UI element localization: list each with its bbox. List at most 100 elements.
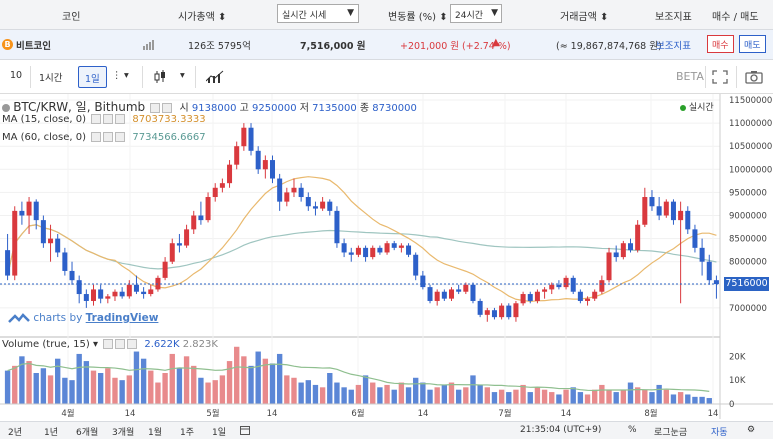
coin-name[interactable]: 비트코인	[16, 41, 51, 52]
volume-bar[interactable]	[327, 373, 333, 404]
candle-style-icon[interactable]	[142, 66, 171, 88]
candle[interactable]	[706, 254, 712, 285]
volume-bar[interactable]	[699, 396, 705, 404]
indicators-icon[interactable]	[195, 66, 228, 88]
candle[interactable]	[227, 160, 233, 188]
candle[interactable]	[98, 284, 104, 304]
volume-bar[interactable]	[47, 375, 54, 404]
volume-bar[interactable]	[534, 387, 541, 404]
candle[interactable]	[678, 201, 684, 304]
candle[interactable]	[341, 238, 347, 258]
volume-bar[interactable]	[455, 389, 462, 404]
volume-bar[interactable]	[606, 389, 612, 404]
candle[interactable]	[620, 240, 626, 260]
tradingview-watermark[interactable]: charts by TradingView	[8, 312, 158, 324]
volume-bar[interactable]	[634, 387, 641, 404]
candle[interactable]	[370, 245, 376, 260]
candle[interactable]	[298, 183, 304, 202]
candle[interactable]	[642, 187, 648, 228]
candle[interactable]	[398, 243, 404, 253]
volume-bar[interactable]	[191, 365, 197, 404]
candle[interactable]	[219, 178, 225, 193]
volume-bar[interactable]	[76, 353, 82, 404]
volume-bar[interactable]	[112, 377, 118, 404]
volume-eye-icon[interactable]	[103, 339, 114, 349]
volume-bar[interactable]	[212, 380, 218, 404]
candle[interactable]	[148, 284, 154, 297]
candle[interactable]	[599, 275, 605, 295]
candle[interactable]	[305, 192, 311, 211]
candle[interactable]	[520, 291, 526, 306]
style-dropdown-icon[interactable]: ▾	[180, 70, 185, 81]
volume-bar[interactable]	[55, 358, 61, 404]
volume-bar[interactable]	[477, 384, 483, 404]
candle[interactable]	[248, 123, 254, 156]
coin-column-header[interactable]: 코인	[62, 12, 81, 23]
volume-bar[interactable]	[298, 382, 304, 404]
candle[interactable]	[19, 201, 25, 225]
fullscreen-icon[interactable]	[705, 66, 732, 88]
candle[interactable]	[291, 178, 297, 198]
volume-close-icon[interactable]	[127, 339, 138, 349]
legend-settings-icon-2[interactable]	[162, 103, 173, 113]
volume-bar[interactable]	[391, 389, 397, 404]
volume-bar[interactable]	[506, 392, 512, 404]
candle[interactable]	[105, 294, 111, 304]
candle[interactable]	[470, 282, 476, 304]
candle[interactable]	[284, 187, 290, 207]
candle[interactable]	[627, 238, 634, 253]
candle[interactable]	[613, 245, 619, 262]
candle[interactable]	[255, 146, 261, 174]
candle[interactable]	[191, 210, 197, 234]
range-6m-button[interactable]: 6개월	[76, 428, 99, 438]
candle[interactable]	[33, 199, 39, 230]
volume-bar[interactable]	[234, 346, 240, 404]
candle[interactable]	[491, 307, 497, 320]
candle[interactable]	[48, 224, 54, 262]
range-1y-button[interactable]: 1년	[44, 428, 59, 438]
candle[interactable]	[499, 303, 505, 320]
volume-legend[interactable]: Volume (true, 15) ▾ 2.622K 2.823K	[2, 339, 218, 350]
volume-bar[interactable]	[126, 375, 132, 404]
candle[interactable]	[363, 245, 369, 262]
volume-bar[interactable]	[656, 384, 662, 404]
volume-bar[interactable]	[12, 365, 18, 404]
volume-bar[interactable]	[470, 375, 476, 404]
volume-bar[interactable]	[97, 373, 104, 404]
candle[interactable]	[441, 289, 447, 301]
candle[interactable]	[355, 245, 361, 258]
candle[interactable]	[334, 206, 340, 248]
period-select[interactable]: 24시간 ▼	[450, 4, 502, 23]
volume-bar[interactable]	[649, 392, 655, 404]
volume-bar[interactable]	[341, 387, 347, 404]
volume-bar[interactable]	[577, 392, 584, 404]
volume-bar[interactable]	[4, 370, 11, 404]
volume-bar[interactable]	[527, 392, 533, 404]
candle[interactable]	[262, 155, 268, 179]
candle[interactable]	[649, 190, 655, 211]
candle[interactable]	[513, 300, 519, 322]
volume-bar[interactable]	[441, 384, 448, 404]
candle[interactable]	[69, 261, 75, 285]
volume-bar[interactable]	[491, 392, 498, 404]
volume-bar[interactable]	[248, 365, 254, 404]
volume-bar[interactable]	[599, 384, 605, 404]
indicator-button[interactable]: 보조지표	[656, 41, 691, 52]
log-scale-toggle[interactable]: 로그눈금	[654, 428, 688, 438]
candle[interactable]	[477, 298, 483, 318]
candle[interactable]	[90, 284, 97, 306]
volume-bar[interactable]	[670, 394, 677, 404]
volume-bar[interactable]	[677, 392, 684, 404]
candle[interactable]	[685, 206, 691, 234]
volume-bar[interactable]	[241, 356, 247, 404]
mini-chart-icon[interactable]	[143, 40, 155, 53]
candle[interactable]	[12, 206, 18, 281]
candle[interactable]	[348, 247, 354, 262]
volume-bar[interactable]	[334, 382, 340, 404]
volume-bar[interactable]	[541, 389, 548, 404]
volume-bar[interactable]	[269, 363, 276, 404]
candle[interactable]	[176, 233, 182, 253]
buy-button[interactable]: 매수	[707, 35, 734, 53]
candle[interactable]	[656, 197, 662, 221]
candle[interactable]	[162, 257, 168, 281]
